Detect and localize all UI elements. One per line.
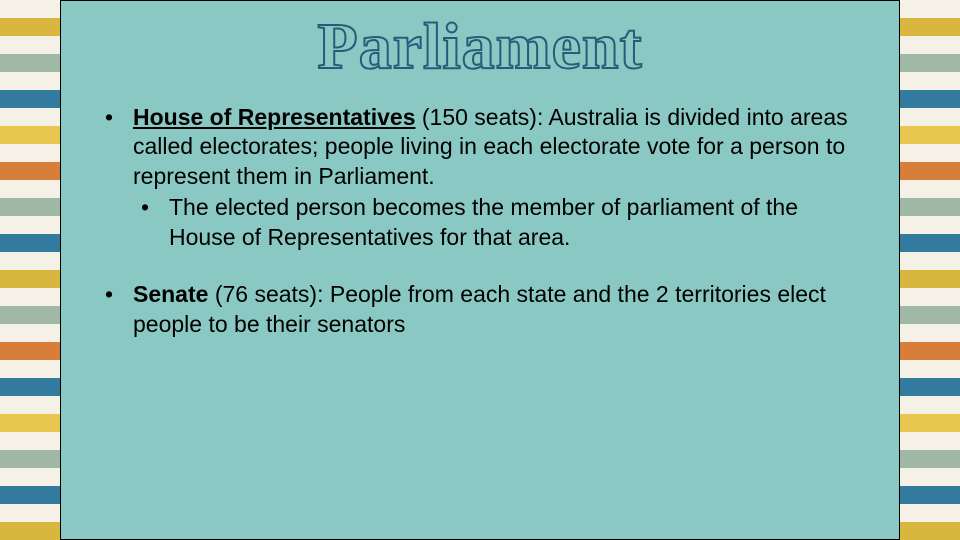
stripe xyxy=(900,504,960,522)
stripe xyxy=(0,180,60,198)
stripe xyxy=(0,108,60,126)
sub-bullet-text: The elected person becomes the member of… xyxy=(169,194,798,249)
stripe xyxy=(0,18,60,36)
slide: Parliament House of Representatives (150… xyxy=(0,0,960,540)
stripe xyxy=(0,90,60,108)
bullet-label: Senate xyxy=(133,281,208,307)
stripe xyxy=(900,414,960,432)
stripe xyxy=(900,306,960,324)
stripe xyxy=(900,216,960,234)
stripe xyxy=(900,198,960,216)
stripe xyxy=(900,252,960,270)
stripe xyxy=(0,360,60,378)
slide-body: House of Representatives (150 seats): Au… xyxy=(61,103,899,339)
stripe xyxy=(0,324,60,342)
stripe-border-left xyxy=(0,0,60,540)
stripe xyxy=(900,450,960,468)
stripe xyxy=(0,306,60,324)
stripe xyxy=(900,288,960,306)
stripe xyxy=(0,504,60,522)
stripe xyxy=(0,486,60,504)
stripe xyxy=(0,378,60,396)
stripe xyxy=(900,144,960,162)
stripe xyxy=(900,396,960,414)
stripe xyxy=(900,324,960,342)
stripe xyxy=(900,108,960,126)
stripe xyxy=(900,126,960,144)
stripe xyxy=(900,468,960,486)
stripe xyxy=(900,72,960,90)
bullet-seats: (76 seats) xyxy=(215,281,317,307)
bullet-senate: Senate (76 seats): People from each stat… xyxy=(97,280,869,339)
stripe-border-right xyxy=(900,0,960,540)
stripe xyxy=(0,216,60,234)
stripe xyxy=(0,342,60,360)
stripe xyxy=(900,378,960,396)
stripe xyxy=(0,468,60,486)
stripe xyxy=(0,54,60,72)
bullet-label: House of Representatives xyxy=(133,104,415,130)
stripe xyxy=(0,144,60,162)
stripe xyxy=(0,36,60,54)
stripe xyxy=(0,414,60,432)
stripe xyxy=(900,270,960,288)
stripe xyxy=(900,342,960,360)
stripe xyxy=(900,432,960,450)
bullet-seats: (150 seats) xyxy=(422,104,537,130)
stripe xyxy=(900,522,960,540)
stripe xyxy=(900,0,960,18)
stripe xyxy=(0,234,60,252)
slide-main: Parliament House of Representatives (150… xyxy=(60,0,900,540)
stripe xyxy=(0,198,60,216)
stripe xyxy=(900,36,960,54)
sub-bullet: The elected person becomes the member of… xyxy=(133,193,869,252)
stripe xyxy=(0,0,60,18)
stripe xyxy=(0,252,60,270)
stripe xyxy=(0,288,60,306)
stripe xyxy=(0,450,60,468)
stripe xyxy=(0,72,60,90)
stripe xyxy=(0,432,60,450)
slide-title: Parliament xyxy=(61,9,899,85)
stripe xyxy=(0,270,60,288)
stripe xyxy=(0,126,60,144)
stripe xyxy=(900,90,960,108)
stripe xyxy=(900,18,960,36)
stripe xyxy=(0,162,60,180)
stripe xyxy=(900,360,960,378)
stripe xyxy=(900,54,960,72)
stripe xyxy=(900,180,960,198)
stripe xyxy=(0,522,60,540)
stripe xyxy=(900,234,960,252)
stripe xyxy=(900,486,960,504)
bullet-house-of-representatives: House of Representatives (150 seats): Au… xyxy=(97,103,869,252)
stripe xyxy=(0,396,60,414)
stripe xyxy=(900,162,960,180)
